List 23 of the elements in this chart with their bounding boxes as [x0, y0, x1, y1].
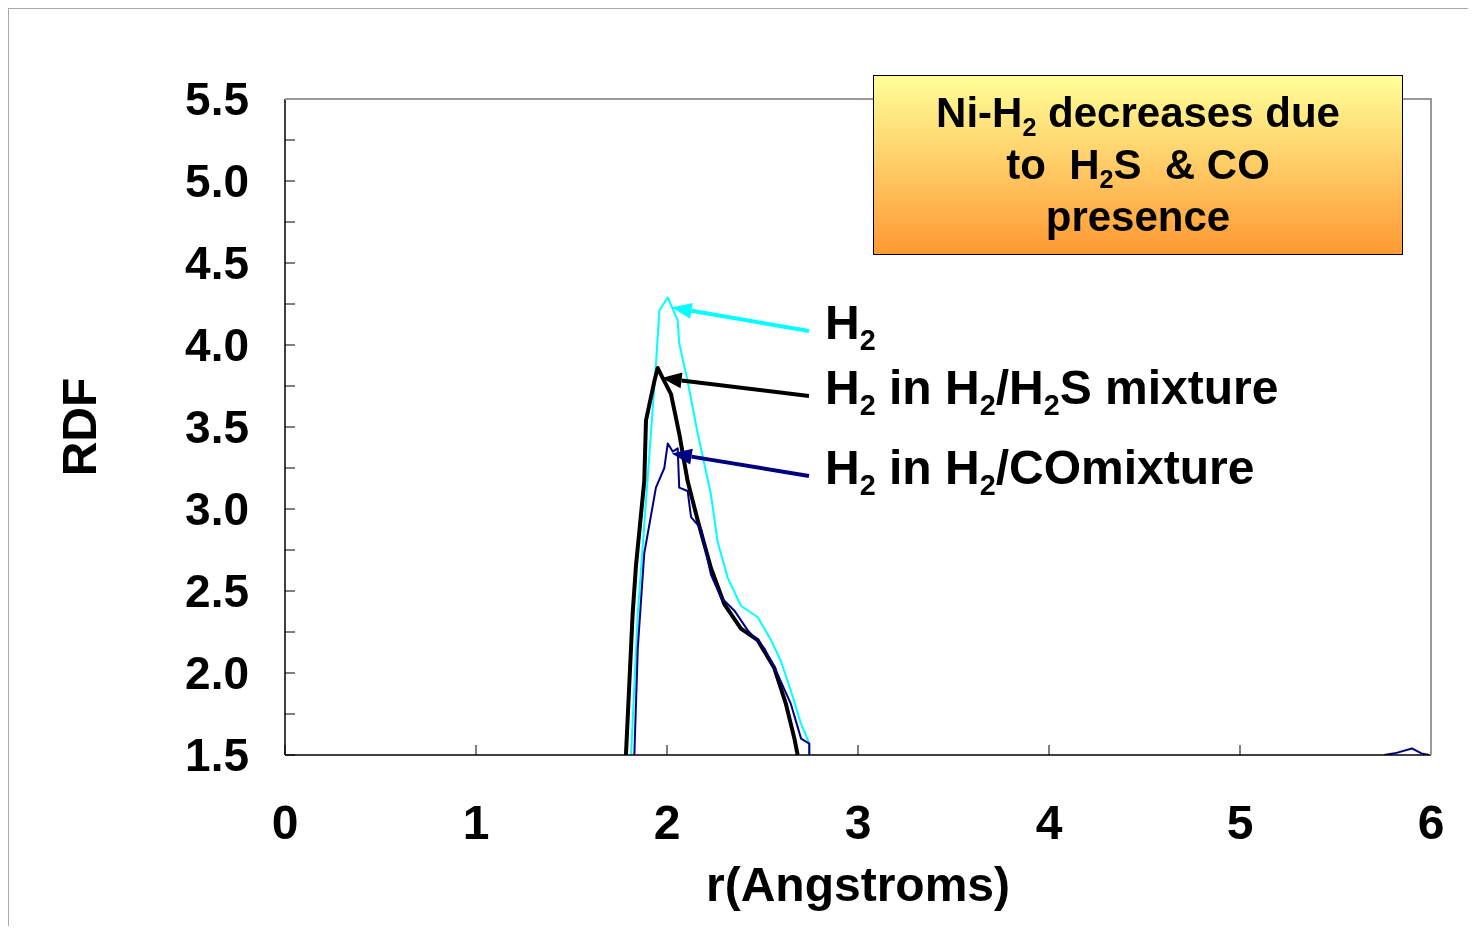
- x-axis-title: r(Angstroms): [705, 858, 1011, 911]
- x-tick-label: 2: [653, 796, 681, 850]
- y-tick-label: 1.5: [185, 729, 249, 782]
- x-tick-label: 3: [844, 796, 872, 850]
- y-tick-label: 5.0: [185, 155, 249, 208]
- x-tick-label: 0: [271, 796, 299, 850]
- line-series: [630, 296, 811, 755]
- y-tick-label: 3.0: [185, 483, 249, 536]
- x-tick-label: 6: [1417, 796, 1445, 850]
- legend-label: H$_{2}$ in H$_{2}$/H$_{2}$S mixture: [825, 361, 1279, 421]
- legend-label: H$_{2}$ in H$_{2}$/COmixture: [825, 441, 1255, 501]
- y-tick-label: 2.5: [185, 565, 249, 618]
- x-tick-label: 4: [1035, 796, 1063, 850]
- annotation: Ni-H$_{2}$ decreases due to H$_{2}$S & CO presence: [936, 88, 1341, 241]
- legend-label: H$_{2}$: [825, 296, 876, 356]
- x-tick-label: 1: [462, 796, 490, 850]
- y-tick-label: 4.5: [185, 237, 249, 290]
- y-tick-label: 5.5: [185, 73, 249, 126]
- y-tick-label: 3.5: [185, 401, 249, 454]
- x-tick-label: 5: [1226, 796, 1254, 850]
- y-tick-label: 2.0: [185, 647, 249, 700]
- y-tick-label: 4.0: [185, 319, 249, 372]
- y-axis-title: RDF: [53, 377, 107, 477]
